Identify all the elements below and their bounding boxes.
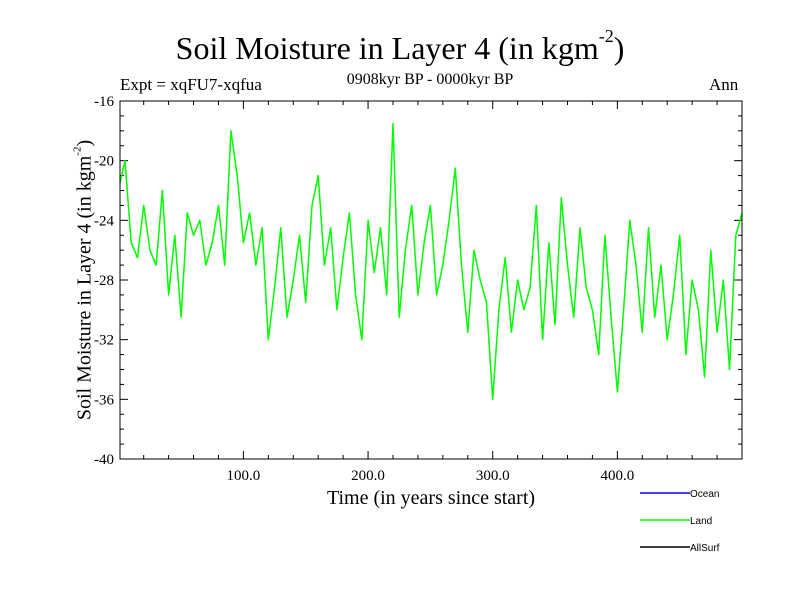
x-tick-label: 400.0 xyxy=(600,468,634,484)
chart-title-text: Soil Moisture in Layer 4 (in kgm xyxy=(175,30,599,66)
legend-label-land: Land xyxy=(690,516,712,527)
y-tick-label: -24 xyxy=(94,213,114,229)
legend-label-ocean: Ocean xyxy=(690,489,719,500)
season-label: Ann xyxy=(709,75,739,94)
x-axis-label: Time (in years since start) xyxy=(326,487,536,509)
y-tick-label: -32 xyxy=(94,333,114,349)
experiment-label: Expt = xqFU7-xqfua xyxy=(120,75,262,94)
axis-ticks xyxy=(120,100,742,460)
series-line-land xyxy=(119,122,743,401)
chart-title: Soil Moisture in Layer 4 (in kgm-2) xyxy=(0,26,800,67)
x-tick-label: 100.0 xyxy=(227,468,261,484)
y-tick-label: -28 xyxy=(94,273,114,289)
legend: Ocean Land AllSurf xyxy=(640,489,720,554)
y-tick-label: -16 xyxy=(94,94,114,110)
chart-title-close: ) xyxy=(613,30,625,66)
y-tick-label: -20 xyxy=(94,154,114,170)
y-tick-label: -40 xyxy=(94,452,114,468)
plot-frame xyxy=(119,100,743,460)
x-tick-label: 200.0 xyxy=(351,468,385,484)
x-tick-label: 300.0 xyxy=(476,468,510,484)
series-layer xyxy=(119,122,743,401)
chart-title-exponent: -2 xyxy=(598,26,614,46)
legend-label-allsurf: AllSurf xyxy=(690,543,720,554)
period-label: 0908kyr BP - 0000kyr BP xyxy=(346,71,514,88)
y-tick-label: -36 xyxy=(94,392,114,408)
tick-labels: -16 -20 -24 -28 -32 -36 -40 100.0 200.0 300.0 400.… xyxy=(94,94,634,484)
